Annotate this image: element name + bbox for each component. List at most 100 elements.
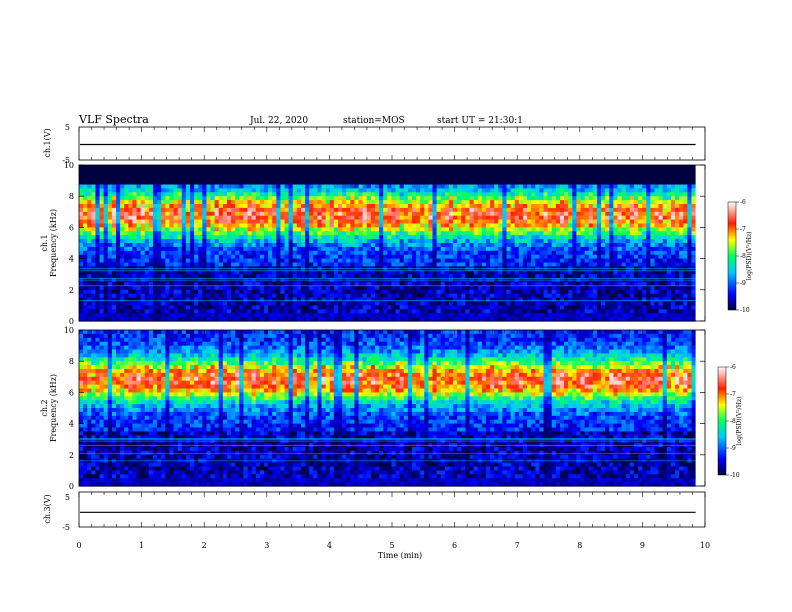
spectrogram-cell [522,246,528,252]
spectrogram-cell [268,258,273,264]
spectrogram-cell [103,250,109,256]
spectrogram-cell [83,204,88,209]
spectrogram-cell [551,172,557,178]
spectrogram-cell [514,293,520,299]
spectrogram-cell [485,207,491,213]
spectrogram-cell [416,172,421,178]
spectrogram-cell [494,301,499,306]
spectrogram-cell [329,270,335,275]
spectrogram-cell [194,239,199,244]
spectrogram-cell [342,282,347,287]
spectrogram-cell [490,211,495,217]
spectrogram-cell [120,207,125,213]
spectrogram-cell [559,211,565,217]
spectrogram-cell [272,211,277,217]
spectrogram-cell [132,223,138,228]
spectrogram-cell [362,313,368,318]
spectrogram-cell [436,184,442,189]
spectrogram-cell [350,223,356,228]
spectrogram-cell [506,309,512,314]
spectrogram-cell [383,176,388,182]
spectrogram-cell [83,235,88,240]
spectrogram-cell [317,243,323,248]
spectrogram-cell [469,317,475,322]
spectrogram-cell [144,219,150,225]
spectrogram-cell [120,289,125,295]
spectrogram-cell [181,180,187,186]
spectrogram-cell [276,313,282,318]
spectrogram-cell [346,215,351,221]
spectrogram-cell [465,168,471,174]
spectrogram-cell [268,200,273,205]
spectrogram-cell [181,258,187,264]
spectrogram-cell [157,204,162,209]
spectrogram-cell [116,168,121,174]
spectrogram-cell [494,305,499,310]
spectrogram-cell [329,262,335,267]
spectrogram-cell [391,297,397,303]
spectrogram-cell [276,207,282,213]
spectrogram-cell [128,176,134,182]
spectrogram-cell [255,270,261,275]
spectrogram-cell [387,313,393,318]
spectrogram-cell [576,219,582,225]
spectrogram-cell [259,180,265,186]
spectrogram-cell [148,235,154,240]
spectrogram-cell [313,165,319,170]
spectrogram-cell [366,317,372,322]
spectrogram-cell [239,282,245,287]
spectrogram-cell [350,305,356,310]
spectrogram-cell [136,250,142,256]
spectrogram-cell [362,223,368,228]
spectrogram-cell [518,168,524,174]
spectrogram-cell [152,254,158,260]
spectrogram-cell [263,250,269,256]
spectrogram-cell [226,301,232,306]
spectrogram-cell [379,231,384,236]
spectrogram-cell [444,223,450,228]
spectrogram-cell [161,176,166,182]
spectrogram-cell [448,196,454,201]
spectrogram-cell [424,223,430,228]
spectrogram-cell [255,180,261,186]
spectrogram-cell [366,254,372,260]
spectrogram-cell [247,207,253,213]
spectrogram-cell [407,243,413,248]
spectrogram-cell [95,270,101,275]
spectrogram-cell [235,223,240,228]
spectrogram-cell [226,215,232,221]
spectrogram-cell [185,274,191,279]
spectrogram-cell [124,215,129,221]
spectrogram-cell [333,200,339,205]
spectrogram-cell [551,289,557,295]
spectrogram-cell [370,200,376,205]
spectrogram-cell [465,293,471,299]
spectrogram-cell [284,215,290,221]
spectrogram-cell [453,309,458,314]
spectrogram-cell [177,243,183,248]
spectrogram-cell [124,305,129,310]
spectrogram-cell [420,235,425,240]
spectrogram-cell [79,184,84,189]
spectrogram-cell [510,309,516,314]
spectrogram-cell [584,270,590,275]
spectrogram-cell [251,231,257,236]
spectrogram-cell [403,176,409,182]
spectrogram-cell [436,207,442,213]
spectrogram-cell [461,282,467,287]
spectrogram-cell [321,168,327,174]
spectrogram-cell [259,188,265,193]
spectrogram-cell [263,239,269,244]
spectrogram-cell [124,297,129,303]
spectrogram-cell [268,211,273,217]
spectrogram-cell [354,239,360,244]
spectrogram-cell [226,204,232,209]
spectrogram-cell [222,239,228,244]
spectrogram-cell [514,305,520,310]
spectrogram-cell [395,211,401,217]
spectrogram-cell [411,235,417,240]
spectrogram-cell [477,301,483,306]
spectrogram-cell [395,165,401,170]
spectrogram-cell [272,317,277,322]
spectrogram-cell [490,239,495,244]
